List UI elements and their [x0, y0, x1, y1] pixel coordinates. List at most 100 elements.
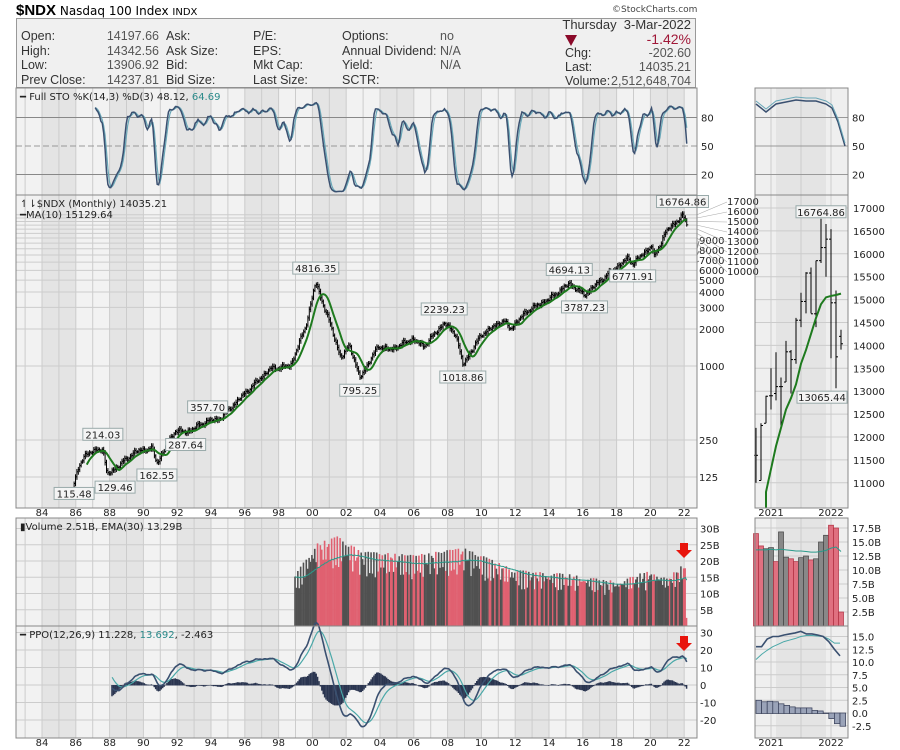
volume-tick-label: 20B: [700, 557, 720, 568]
volume-bar: [537, 581, 540, 626]
ppo-histogram-bar: [673, 681, 675, 686]
price-annotation-box: [656, 195, 710, 209]
volume-bar: [602, 579, 605, 626]
sto-legend: ━ Full STO %K(14,3) %D(3) 48.12, 64.69: [19, 92, 220, 103]
ppo-histogram-bar: [367, 683, 370, 686]
volume-bar: [302, 562, 305, 626]
volume-bar: [580, 581, 582, 626]
ppo-histogram-bar: [188, 685, 191, 687]
ppo-histogram-bar: [308, 674, 310, 686]
ppo-histogram-bar: [573, 685, 575, 688]
ppo-histogram-bar: [147, 684, 150, 686]
ppo-histogram-bar: [283, 685, 285, 689]
ppo-histogram-bar: [215, 685, 217, 687]
ppo-histogram-bar: [314, 671, 316, 686]
ppo-histogram-bar: [412, 683, 415, 686]
price-tick-leader: [696, 221, 728, 223]
volume-bar: [616, 584, 619, 626]
volume-label: Volume:: [565, 74, 611, 88]
ppo-histogram-bar: [259, 683, 261, 686]
ppo-histogram-bar: [385, 677, 388, 686]
ppo-panel-border: [15, 625, 698, 739]
volume-bar: [573, 576, 575, 626]
ppo-histogram-bar: [240, 682, 243, 686]
zoom-price-tick-label: 16000: [853, 250, 885, 261]
ppo-histogram-bar: [280, 685, 282, 689]
volume-bar: [340, 561, 343, 626]
ppo-histogram-bar: [319, 685, 322, 687]
volume-bar: [368, 573, 371, 626]
ppo-histogram-bar: [233, 682, 236, 686]
ppo-histogram-bar: [494, 679, 496, 686]
ppo-histogram-bar: [546, 684, 548, 686]
ppo-histogram-bar: [288, 685, 291, 689]
ppo-histogram-bar: [670, 680, 672, 686]
ppo-histogram-bar: [271, 684, 274, 686]
ppo-histogram-bar: [636, 685, 639, 688]
volume-bar: [511, 572, 513, 626]
ppo-histogram-bar: [632, 685, 634, 689]
ppo-tick-label: -10: [700, 699, 716, 710]
zoom-volume-tick-label: 12.5B: [852, 552, 881, 563]
volume-bar: [530, 577, 533, 626]
volume-bar: [377, 571, 379, 626]
ppo-histogram-bar: [492, 679, 495, 686]
volume-bar: [475, 566, 478, 626]
ppo-histogram-bar: [588, 685, 591, 690]
ppo-histogram-bar: [612, 682, 615, 686]
zoom-ppo-signal-line: [755, 634, 840, 660]
ppo-histogram-bar: [388, 679, 391, 686]
zoom-sto-d-line: [755, 96, 846, 144]
ppo-histogram-bar: [619, 683, 622, 686]
ppo-histogram-bar: [373, 675, 375, 686]
volume-bar: [419, 572, 422, 626]
volume-bar: [629, 577, 632, 626]
volume-bar: [625, 587, 627, 626]
zoom-price-panel-border: [754, 194, 849, 509]
zoom-price-annotation: 13065.44: [798, 393, 846, 404]
ppo-histogram-bar: [653, 685, 655, 687]
ppo-histogram-bar: [614, 682, 616, 686]
ppo-histogram-bar: [159, 685, 161, 691]
volume-bar: [468, 551, 471, 626]
volume-bar: [435, 551, 437, 626]
ppo-histogram-bar: [299, 677, 302, 686]
volume-bar: [564, 576, 567, 626]
volume-tick-label: 5B: [700, 606, 713, 617]
zoom-x-tick-label-bottom: 2021: [758, 738, 783, 749]
x-tick-label-bottom: 14: [543, 738, 556, 749]
ppo-histogram-bar: [198, 685, 201, 686]
volume-bar: [516, 571, 519, 626]
zoom-ppo-histogram-bar: [761, 701, 768, 714]
volume-bar: [650, 574, 653, 626]
chg-value: -202.60: [648, 46, 691, 60]
volume-bar: [582, 581, 585, 626]
ppo-histogram-bar: [208, 685, 210, 686]
volume-bar: [563, 585, 565, 626]
zoom-ppo-histogram-bar: [817, 710, 824, 714]
volume-bar: [384, 554, 386, 626]
ppo-histogram-bar: [433, 681, 436, 686]
volume-bar: [557, 590, 560, 626]
volume-bar: [346, 555, 348, 626]
volume-bar: [639, 573, 641, 626]
ppo-histogram-bar: [537, 683, 540, 686]
red-arrow-down-icon: [676, 636, 692, 651]
ppo-histogram-bar: [664, 680, 667, 686]
ppo-histogram-bar: [523, 682, 526, 686]
price-annotation: 1018.86: [442, 373, 483, 384]
volume-bar: [326, 546, 329, 626]
volume-bar: [505, 566, 508, 626]
ppo-histogram-bar: [616, 682, 619, 686]
volume-bar: [446, 550, 448, 626]
volume-bar: [360, 552, 363, 626]
volume-bar: [450, 570, 453, 626]
prev-close-value: 14237.81: [106, 72, 159, 87]
ppo-histogram-bar: [305, 676, 308, 686]
zoom-ppo-tick-label: -2.5: [852, 722, 872, 733]
volume-bar: [515, 580, 517, 626]
ppo-histogram-bar: [592, 685, 595, 687]
volume-bar: [518, 585, 520, 626]
zoom-ppo-tick-label: 10.0: [852, 658, 874, 669]
